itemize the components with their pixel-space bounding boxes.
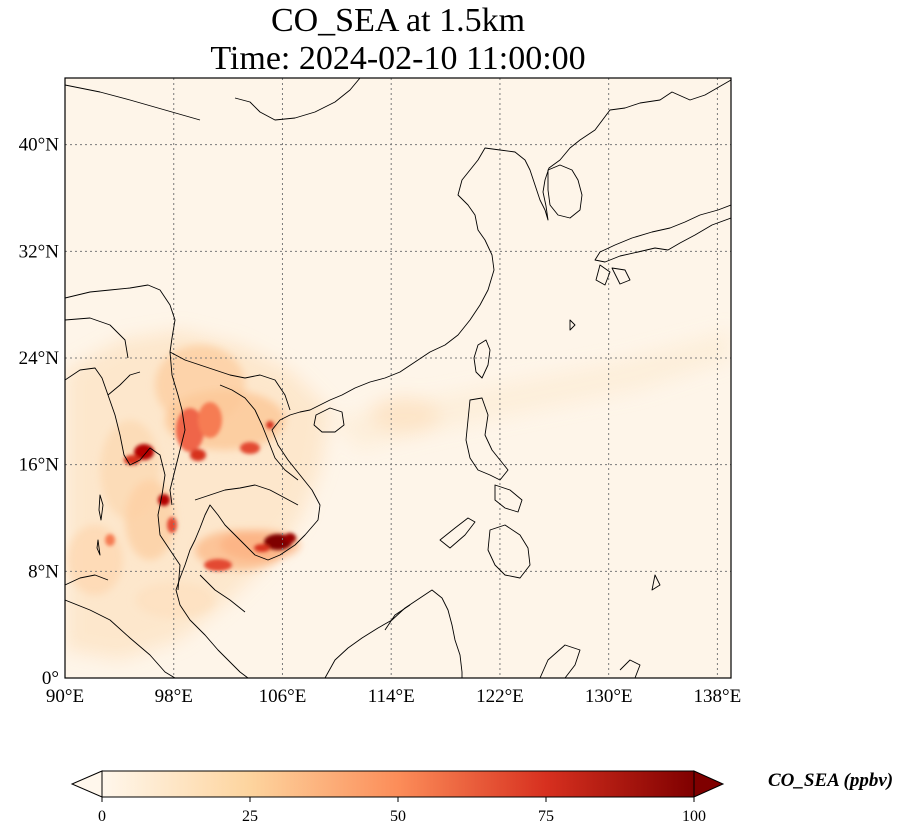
lon-tick-label: 90°E bbox=[46, 686, 84, 707]
lat-tick-label: 16°N bbox=[19, 455, 60, 476]
colorbar-ticks: 0 25 50 75 100 bbox=[98, 797, 706, 825]
lat-tick-label: 40°N bbox=[19, 135, 60, 156]
lon-tick-label: 98°E bbox=[155, 686, 193, 707]
concentration-field bbox=[65, 330, 731, 660]
map-time-subtitle: Time: 2024-02-10 11:00:00 bbox=[210, 40, 586, 77]
colorbar-tick-label: 75 bbox=[538, 808, 554, 825]
map-field bbox=[65, 78, 731, 678]
colorbar: 0 25 50 75 100 bbox=[70, 770, 725, 825]
lon-tick-label: 122°E bbox=[476, 686, 524, 707]
colorbar-tick-label: 0 bbox=[98, 808, 106, 825]
map-title: CO_SEA at 1.5km bbox=[270, 2, 526, 39]
coastlines bbox=[65, 78, 731, 678]
colorbar-label: CO_SEA (ppbv) bbox=[768, 770, 894, 791]
lat-tick-label: 8°N bbox=[28, 561, 59, 582]
lon-tick-label: 138°E bbox=[694, 686, 742, 707]
colorbar-tick-label: 50 bbox=[390, 808, 406, 825]
colorbar-tick-label: 100 bbox=[682, 808, 706, 825]
lat-tick-label: 24°N bbox=[19, 348, 60, 369]
latitude-tick-labels: 0° 8°N 16°N 24°N 32°N 40°N bbox=[19, 135, 60, 689]
colorbar-extend-low bbox=[70, 770, 103, 798]
lat-tick-label: 32°N bbox=[19, 241, 60, 262]
lon-tick-label: 106°E bbox=[259, 686, 307, 707]
colorbar-extend-high bbox=[693, 770, 725, 798]
colorbar-gradient bbox=[102, 771, 694, 797]
lon-tick-label: 114°E bbox=[368, 686, 415, 707]
longitude-tick-labels: 90°E 98°E 106°E 114°E 122°E 130°E 138°E bbox=[46, 686, 741, 707]
lat-tick-label: 0° bbox=[42, 668, 59, 689]
colorbar-tick-label: 25 bbox=[242, 808, 258, 825]
map-frame bbox=[64, 77, 732, 679]
lon-tick-label: 130°E bbox=[585, 686, 633, 707]
